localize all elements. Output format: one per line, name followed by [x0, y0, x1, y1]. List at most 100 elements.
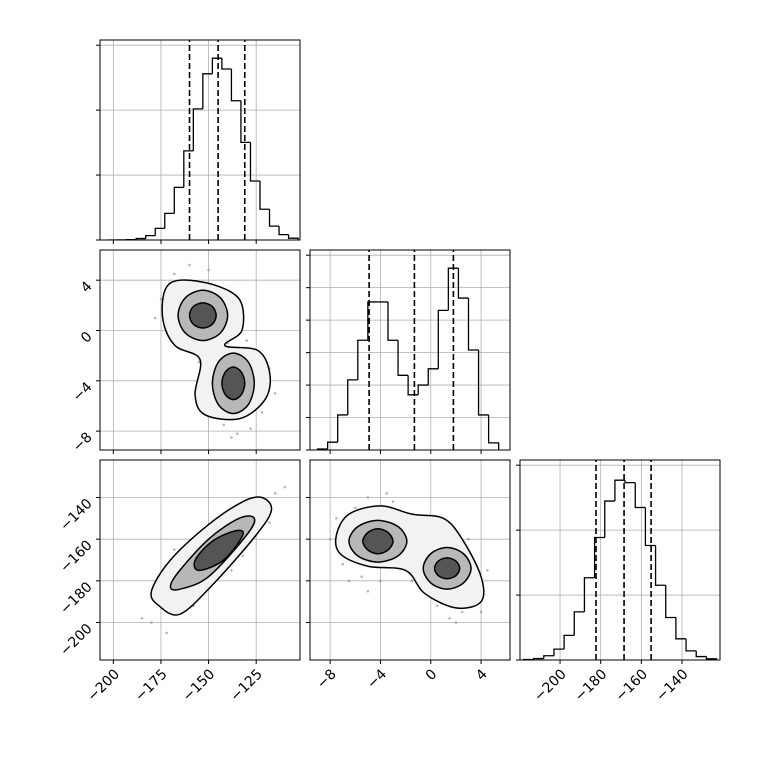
y-tick-label: −8 — [70, 429, 96, 455]
histogram-step — [634, 482, 646, 509]
x-tick-label: −125 — [227, 666, 266, 705]
y-tick-label: −200 — [57, 621, 96, 660]
y-tick-label: 4 — [78, 278, 96, 296]
y-tick-label: −180 — [57, 579, 96, 618]
sample-point — [273, 392, 277, 395]
panel-plot — [520, 460, 720, 660]
histogram-step — [665, 585, 676, 619]
panel-plot — [100, 460, 300, 660]
histogram-step — [563, 634, 575, 650]
x-tick-label: −4 — [364, 666, 390, 692]
histogram-step — [240, 100, 251, 144]
x-tick-label: −8 — [314, 666, 340, 692]
panel: 4 0 −4 −8 — [70, 249, 301, 455]
sample-point — [366, 496, 370, 499]
x-tick-label: −160 — [612, 666, 651, 705]
histogram-step — [387, 301, 399, 341]
panel-frame — [309, 459, 511, 661]
histogram-step — [467, 298, 479, 351]
histogram-step — [583, 577, 595, 612]
sample-point — [165, 631, 168, 635]
histogram-step — [154, 227, 165, 236]
density-contour — [193, 529, 245, 572]
y-tick-label: −160 — [57, 538, 96, 577]
sample-point — [435, 604, 439, 608]
x-tick-label: 4 — [473, 666, 491, 684]
histogram-step — [357, 339, 368, 380]
histogram-step — [164, 212, 175, 229]
histogram-step — [604, 500, 615, 538]
histogram-step — [183, 150, 194, 188]
histogram-step — [437, 309, 449, 369]
density-contour — [221, 366, 246, 401]
sample-point — [448, 617, 451, 620]
histogram-step — [644, 507, 656, 547]
panel-plot — [310, 250, 510, 450]
histogram-step — [287, 234, 299, 240]
panel — [96, 39, 301, 244]
panel-plot — [100, 250, 300, 450]
sample-point — [273, 492, 277, 495]
sample-point — [207, 268, 210, 272]
sample-point — [385, 492, 389, 495]
histogram-step — [135, 237, 146, 240]
histogram-step — [337, 414, 348, 443]
sample-point — [410, 579, 414, 583]
y-tick-label: −4 — [70, 379, 96, 405]
sample-point — [347, 579, 351, 583]
sample-point — [153, 316, 157, 320]
sample-point — [260, 410, 264, 414]
y-tick-label: −140 — [57, 496, 96, 535]
histogram-step — [367, 301, 378, 341]
histogram-step — [145, 234, 156, 239]
histogram-step — [347, 379, 358, 415]
histogram-step — [397, 340, 409, 376]
histogram-step — [487, 414, 500, 450]
sample-point — [172, 548, 176, 551]
panel: −8 −4 0 4 — [306, 459, 511, 692]
sample-point — [222, 423, 226, 427]
histogram-step — [173, 186, 184, 214]
histogram-step — [457, 268, 469, 299]
histogram-step — [695, 650, 707, 658]
panel-frame — [99, 249, 301, 451]
histogram-step — [477, 350, 489, 416]
histogram-step — [447, 267, 459, 311]
panel-frame — [309, 249, 511, 451]
sample-point — [391, 500, 395, 503]
sample-point — [159, 297, 163, 301]
histogram-step — [685, 638, 697, 652]
sample-point — [360, 575, 363, 578]
sample-point — [245, 339, 248, 342]
histogram-step — [221, 58, 232, 70]
sample-point — [328, 537, 332, 541]
sample-point — [249, 427, 252, 430]
sample-point — [188, 263, 191, 267]
x-tick-label: −200 — [84, 666, 123, 705]
sample-point — [140, 617, 144, 620]
density-contour — [433, 557, 461, 580]
sample-point — [172, 272, 176, 276]
sample-point — [241, 554, 245, 558]
histogram-step — [230, 69, 241, 102]
histogram-step — [249, 142, 260, 182]
sample-point — [379, 579, 382, 583]
sample-point — [353, 506, 357, 510]
sample-point — [150, 621, 153, 624]
sample-point — [479, 610, 483, 614]
histogram-step — [211, 57, 222, 74]
panel-plot — [100, 40, 300, 240]
histogram-step — [268, 209, 280, 227]
histogram-step — [326, 441, 338, 450]
x-tick-label: −150 — [180, 666, 219, 705]
histogram-step — [593, 536, 605, 578]
sample-point — [235, 432, 239, 435]
panel-plot — [310, 460, 510, 660]
sample-point — [283, 485, 287, 489]
histogram-step — [202, 73, 213, 109]
sample-point — [230, 569, 233, 572]
sample-point — [230, 436, 233, 439]
histogram-step — [427, 368, 439, 386]
density-contour — [362, 527, 394, 555]
